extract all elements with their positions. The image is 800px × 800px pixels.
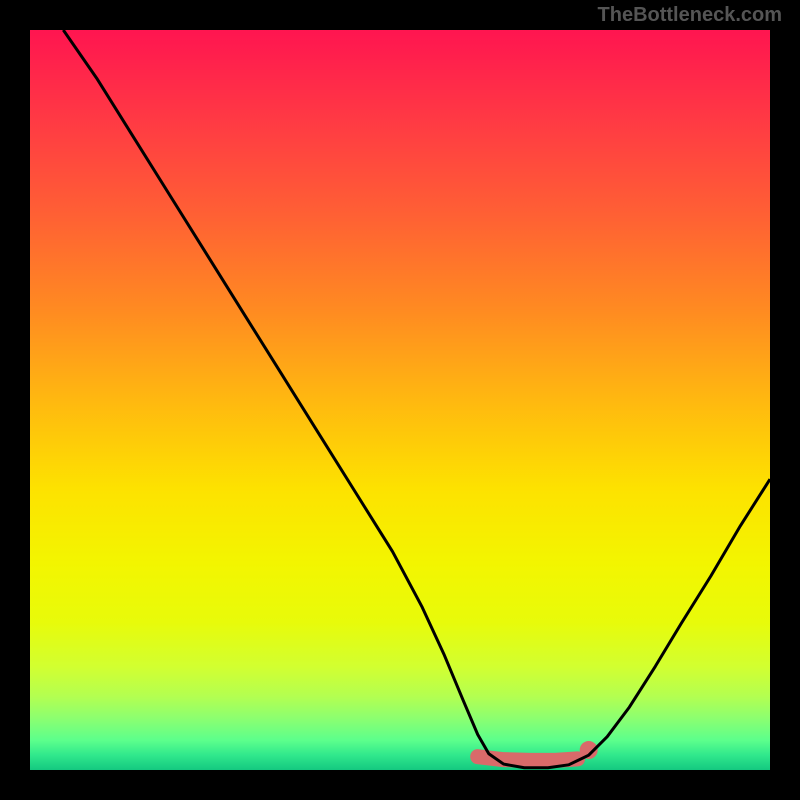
chart-plot-area [30, 30, 770, 770]
watermark-text: TheBottleneck.com [598, 4, 782, 27]
chart-curve-layer [30, 30, 770, 770]
chart-main-curve [63, 30, 770, 768]
